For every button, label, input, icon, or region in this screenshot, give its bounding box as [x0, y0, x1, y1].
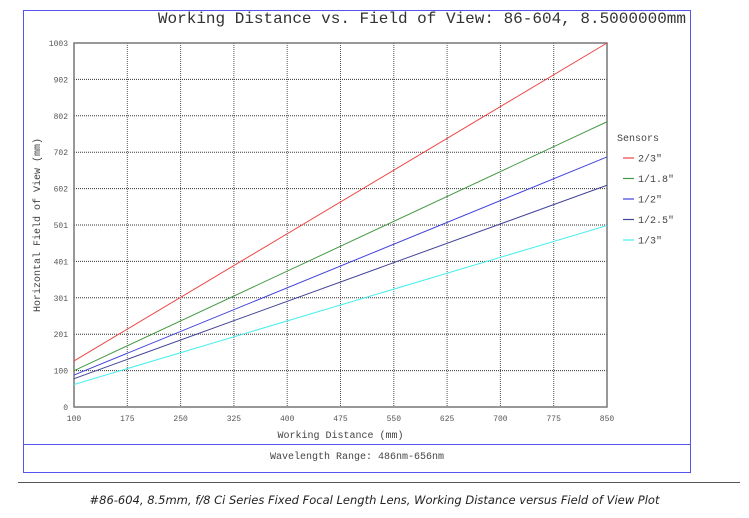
- x-tick-label: 700: [493, 415, 508, 424]
- x-tick-label: 175: [120, 415, 135, 424]
- y-axis-label: Horizontal Field of View (mm): [32, 138, 44, 312]
- legend-title: Sensors: [617, 134, 659, 145]
- x-tick-label: 400: [280, 415, 295, 424]
- x-tick-label: 325: [227, 415, 242, 424]
- chart-frame: [23, 10, 691, 473]
- y-tick-label: 501: [54, 222, 69, 231]
- y-tick-label: 401: [54, 258, 69, 267]
- x-tick-label: 775: [546, 415, 561, 424]
- figure-caption: #86-604, 8.5mm, f/8 Ci Series Fixed Foca…: [89, 493, 660, 507]
- series-line-1: [73, 121, 608, 372]
- y-tick-label: 702: [54, 149, 69, 158]
- legend-label: 1/1.8": [638, 174, 674, 186]
- x-tick-label: 550: [387, 415, 402, 424]
- series-line-2: [73, 156, 608, 376]
- wavelength-range: Wavelength Range: 486nm-656nm: [269, 452, 445, 463]
- frame-divider: [23, 444, 691, 445]
- y-tick-label: 301: [54, 295, 69, 304]
- y-tick-label: 0: [63, 404, 68, 413]
- x-tick-label: 475: [333, 415, 348, 424]
- x-tick-label: 100: [67, 415, 82, 424]
- x-tick-label: 625: [440, 415, 455, 424]
- separator-line: [18, 482, 740, 483]
- y-tick-label: 100: [54, 368, 69, 377]
- chart-title: Working Distance vs. Field of View: 86-6…: [157, 10, 686, 28]
- y-tick-label: 802: [54, 113, 69, 122]
- legend-label: 1/3": [638, 236, 662, 248]
- y-tick-label: 602: [54, 186, 69, 195]
- x-axis-label: Working Distance (mm): [277, 430, 403, 442]
- x-tick-label: 850: [600, 415, 615, 424]
- series-line-4: [73, 225, 608, 385]
- series-line-3: [73, 184, 608, 380]
- legend-label: 2/3": [638, 154, 662, 166]
- x-tick-label: 250: [173, 415, 188, 424]
- plot-area-border: [73, 42, 608, 408]
- y-tick-label: 1003: [49, 40, 68, 49]
- series-line-0: [73, 42, 608, 362]
- y-tick-label: 201: [54, 331, 69, 340]
- legend-label: 1/2.5": [638, 215, 674, 227]
- y-tick-label: 902: [54, 76, 69, 85]
- legend-label: 1/2": [638, 195, 662, 207]
